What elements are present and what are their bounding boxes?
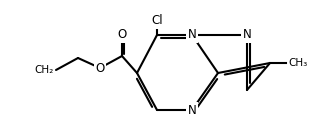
Text: N: N — [188, 104, 196, 116]
Text: N: N — [188, 29, 196, 42]
Text: CH₂: CH₂ — [35, 65, 54, 75]
Text: O: O — [95, 62, 105, 75]
Text: Cl: Cl — [151, 14, 163, 27]
Text: N: N — [243, 29, 251, 42]
Text: CH₃: CH₃ — [288, 58, 307, 68]
Text: O: O — [117, 29, 127, 42]
